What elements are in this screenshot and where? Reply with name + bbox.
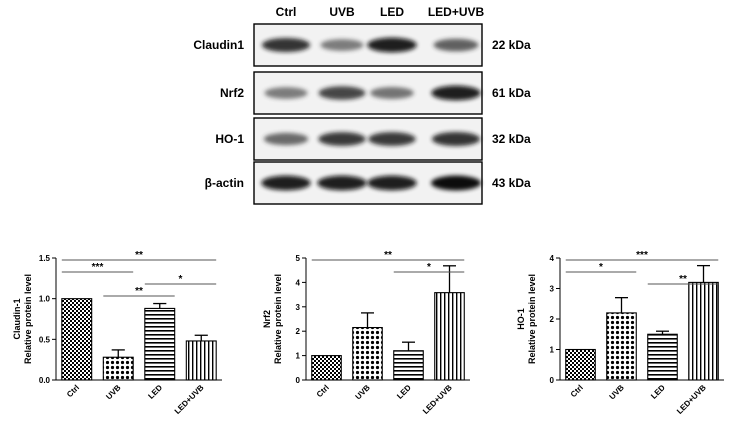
blot-row: HO-1 32 kDa — [215, 117, 531, 161]
bar — [434, 292, 465, 381]
x-tick-label: UVB — [104, 383, 122, 401]
protein-band — [431, 131, 481, 147]
molecular-weight-label: 22 kDa — [492, 38, 531, 52]
x-tick-label: Ctrl — [315, 383, 331, 399]
significance-label: *** — [92, 262, 104, 273]
blot-row: β-actin 43 kDa — [205, 161, 531, 205]
molecular-weight-label: 43 kDa — [492, 176, 531, 190]
x-tick-label: Ctrl — [65, 383, 81, 399]
protein-band — [261, 175, 311, 191]
y-tick-label: 0.0 — [39, 376, 51, 385]
molecular-weight-label: 32 kDa — [492, 132, 531, 146]
protein-band — [318, 132, 366, 146]
significance-label: ** — [135, 250, 143, 261]
western-blot-panel: Ctrl UVB LED LED+UVB Claudin1 22 kDa Nrf2 61 k… — [193, 5, 531, 205]
protein-band — [367, 37, 417, 53]
x-tick-label: LED+UVB — [675, 383, 708, 416]
y-tick-label: 0 — [296, 376, 301, 385]
significance-label: * — [427, 262, 431, 273]
y-tick-label: 4 — [296, 278, 301, 287]
y-tick-label: 5 — [296, 254, 301, 263]
protein-band — [433, 38, 479, 52]
y-axis-label: Claudin-1Relative protein level — [12, 274, 33, 364]
bar — [393, 350, 424, 381]
lane-label: LED+UVB — [428, 5, 485, 19]
y-tick-label: 3 — [550, 285, 555, 294]
x-tick-label: LED+UVB — [173, 383, 206, 416]
protein-band — [370, 87, 414, 99]
y-axis-label: Nrf2Relative protein level — [262, 274, 283, 364]
y-tick-label: 1 — [296, 352, 301, 361]
protein-band — [318, 86, 366, 100]
y-tick-label: 3 — [296, 303, 301, 312]
protein-band — [431, 175, 481, 191]
y-tick-label: 0.5 — [39, 335, 51, 344]
bar — [144, 307, 176, 381]
significance-label: * — [179, 274, 183, 285]
significance-label: *** — [636, 250, 648, 261]
bar — [102, 356, 134, 381]
protein-band — [264, 87, 308, 99]
x-tick-label: LED+UVB — [421, 383, 454, 416]
bar — [311, 355, 342, 381]
protein-band — [431, 85, 481, 101]
protein-band — [261, 37, 311, 53]
y-tick-label: 0 — [550, 376, 555, 385]
bar — [61, 298, 93, 381]
bar-chart: 0 1 2 3 4 HO-1Relative protein level Ctrl UVB LE… — [516, 250, 724, 416]
significance-label: ** — [679, 274, 687, 285]
lane-label: Ctrl — [276, 5, 297, 19]
bar — [647, 333, 678, 381]
bar — [688, 281, 719, 381]
bar-chart: 0.0 0.5 1.0 1.5 Claudin-1Relative protein le… — [12, 250, 222, 416]
bar — [352, 326, 383, 381]
y-axis-label: HO-1Relative protein level — [516, 274, 537, 364]
y-tick-label: 1.0 — [39, 295, 51, 304]
protein-label: HO-1 — [215, 132, 244, 146]
protein-label: Claudin1 — [193, 38, 244, 52]
significance-label: ** — [384, 250, 392, 261]
bar-charts-panel: 0.0 0.5 1.0 1.5 Claudin-1Relative protein le… — [12, 250, 724, 416]
protein-band — [320, 39, 364, 51]
x-tick-label: LED — [395, 383, 413, 401]
molecular-weight-label: 61 kDa — [492, 86, 531, 100]
significance-label: ** — [135, 286, 143, 297]
bar — [565, 348, 596, 381]
x-tick-label: UVB — [354, 383, 372, 401]
y-tick-label: 2 — [296, 327, 301, 336]
significance-label: * — [599, 262, 603, 273]
y-tick-label: 2 — [550, 315, 555, 324]
bar-chart: 0 1 2 3 4 5 Nrf2Relative protein level Ctrl UVB L… — [262, 250, 470, 416]
protein-label: Nrf2 — [220, 86, 244, 100]
y-tick-label: 1 — [550, 346, 555, 355]
x-tick-label: UVB — [608, 383, 626, 401]
protein-label: β-actin — [205, 176, 244, 190]
blot-row: Nrf2 61 kDa — [220, 71, 531, 115]
x-tick-label: Ctrl — [569, 383, 585, 399]
x-tick-label: LED — [146, 383, 164, 401]
protein-band — [263, 132, 309, 146]
y-tick-label: 4 — [550, 254, 555, 263]
y-tick-label: 1.5 — [39, 254, 51, 263]
protein-band — [317, 175, 367, 191]
lane-label: UVB — [329, 5, 355, 19]
protein-band — [368, 132, 416, 146]
blot-row: Claudin1 22 kDa — [193, 23, 531, 67]
bar — [185, 340, 217, 381]
bar — [606, 312, 637, 381]
lane-label: LED — [380, 5, 404, 19]
protein-band — [367, 175, 417, 191]
x-tick-label: LED — [649, 383, 667, 401]
